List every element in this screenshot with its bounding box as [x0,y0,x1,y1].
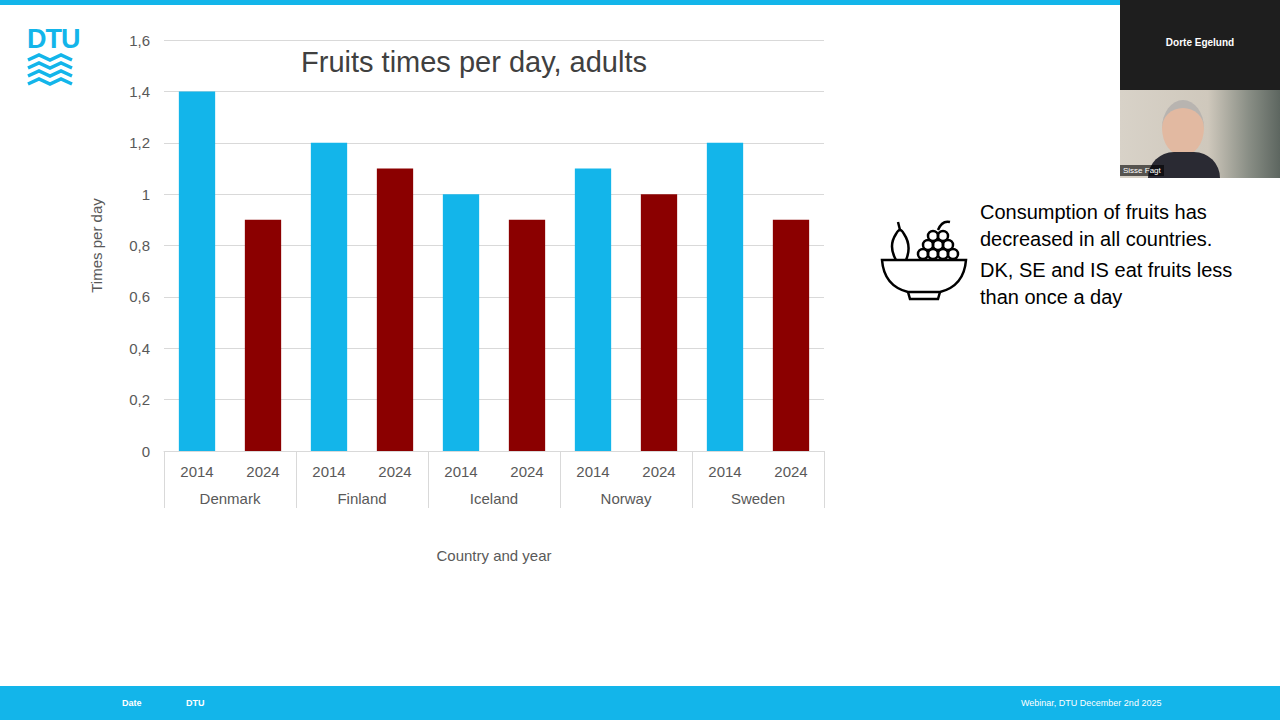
html-text:DTU: DTU [27,24,80,54]
html-text:Dorte Egelund: Dorte Egelund [1165,37,1235,48]
svg-text:Iceland: Iceland [470,490,518,507]
svg-text:0,8: 0,8 [129,237,150,254]
html-text:Sisse Fagt: Sisse Fagt [1123,166,1161,175]
svg-text:1,4: 1,4 [129,83,150,100]
svg-text:2024: 2024 [510,463,543,480]
html-text:DK, SE and IS eat fruits less: DK, SE and IS eat fruits less than once … [980,259,1233,308]
svg-text:0,6: 0,6 [129,288,150,305]
html-text:Date: Date [122,698,142,708]
svg-text:0: 0 [142,443,150,460]
svg-text:2014: 2014 [708,463,741,480]
svg-text:Times per day: Times per day [88,198,105,293]
svg-text:2024: 2024 [642,463,675,480]
svg-text:2024: 2024 [246,463,279,480]
html-text:Consumption of fruits has decr: Consumption of fruits has decreased in a… [980,201,1213,250]
svg-text:Country and year: Country and year [436,547,551,564]
html-text:Webinar, DTU December 2nd 2025: Webinar, DTU December 2nd 2025 [1021,698,1162,708]
svg-text:0,4: 0,4 [129,340,150,357]
html-text:DTU: DTU [186,698,205,708]
svg-text:2014: 2014 [576,463,609,480]
svg-text:Finland: Finland [337,490,386,507]
svg-text:Denmark: Denmark [200,490,261,507]
svg-text:Sweden: Sweden [731,490,785,507]
svg-text:2014: 2014 [444,463,477,480]
svg-text:0,2: 0,2 [129,391,150,408]
svg-text:1,6: 1,6 [129,32,150,49]
svg-text:1,2: 1,2 [129,134,150,151]
svg-text:2024: 2024 [774,463,807,480]
svg-text:1: 1 [142,186,150,203]
svg-text:Norway: Norway [601,490,652,507]
svg-text:2014: 2014 [180,463,213,480]
svg-text:2024: 2024 [378,463,411,480]
svg-text:Fruits times per day, adults: Fruits times per day, adults [301,46,647,78]
svg-text:2014: 2014 [312,463,345,480]
